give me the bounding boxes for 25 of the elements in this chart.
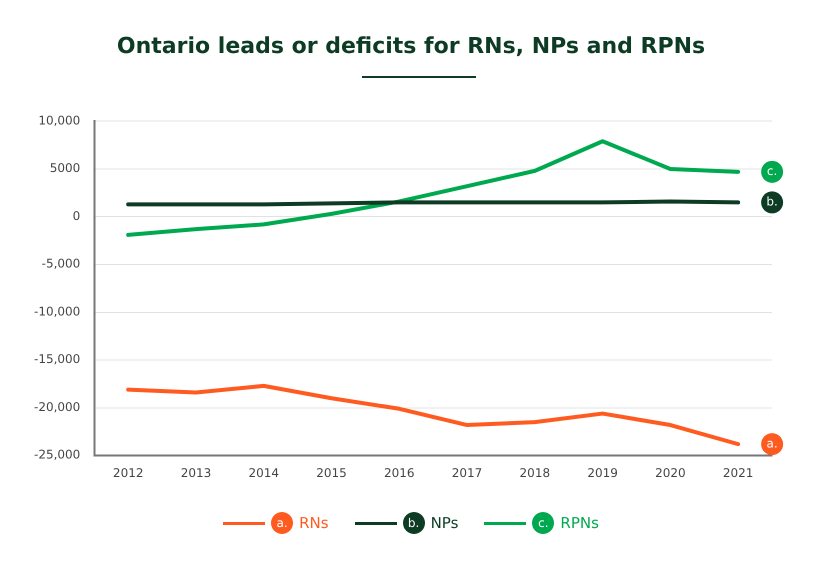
x-tick-label: 2015 <box>316 466 347 480</box>
x-tick-label: 2019 <box>587 466 618 480</box>
x-tick-label: 2018 <box>520 466 550 480</box>
annotation: b. <box>766 194 778 209</box>
y-tick-label: -5,000 <box>42 256 80 271</box>
annotation: a. <box>766 436 778 450</box>
y-tick-label: 10,000 <box>38 113 80 128</box>
y-tick-label: -20,000 <box>34 400 80 414</box>
legend-label: a. RNs <box>276 513 329 534</box>
y-tick-label: -15,000 <box>34 352 80 366</box>
legend-label: c. RPNs <box>537 513 599 534</box>
x-tick-label: 2020 <box>655 466 686 480</box>
x-tick-label: 2017 <box>452 466 482 480</box>
x-tick-label: 2013 <box>180 466 212 480</box>
legend-label: b. NPs <box>406 513 458 534</box>
y-tick-label: 5000 <box>50 161 80 176</box>
y-tick-label: -10,000 <box>34 304 80 318</box>
x-tick-label: 2021 <box>722 466 754 480</box>
y-tick-label: -25,000 <box>34 448 80 462</box>
annotation: c. <box>766 164 778 178</box>
x-tick-label: 2012 <box>112 466 144 480</box>
x-tick-label: 2016 <box>384 466 415 480</box>
y-tick-label: 0 <box>72 208 80 223</box>
x-tick-label: 2014 <box>248 466 280 480</box>
chart-title: Ontario leads or deficits for RNs, NPs and RPNs <box>116 34 706 59</box>
